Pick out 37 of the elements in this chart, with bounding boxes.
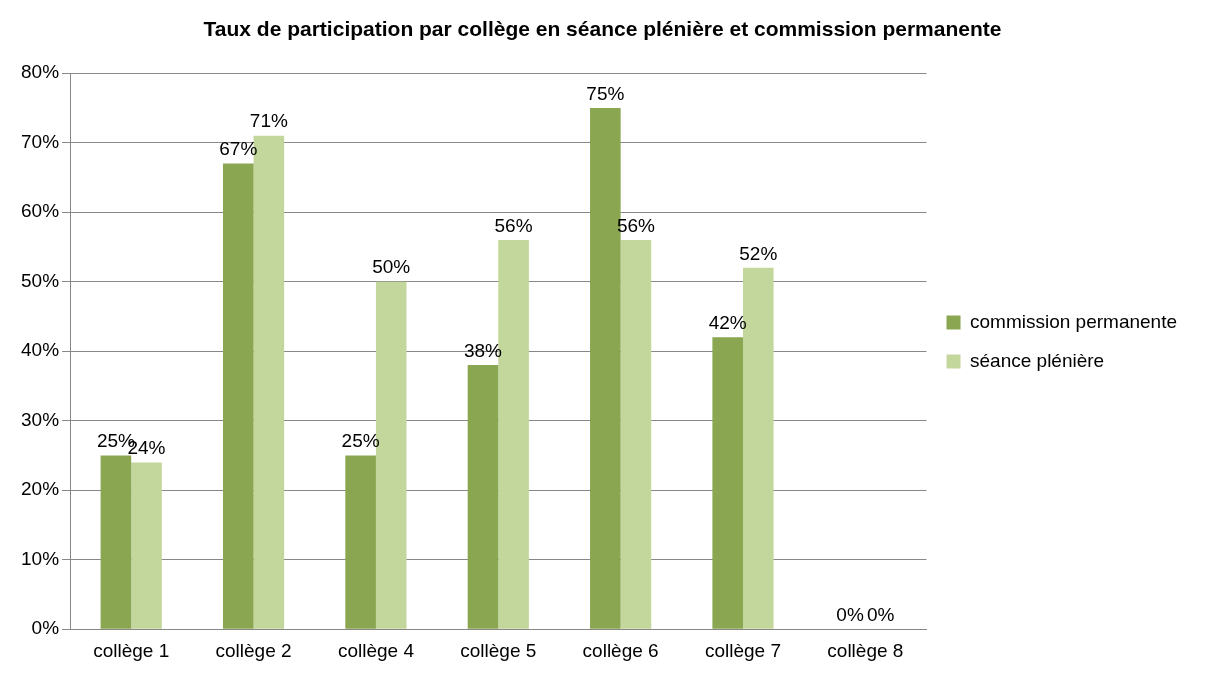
bar: [467, 365, 499, 629]
y-tick-label: 20%: [21, 478, 60, 500]
bar: [131, 462, 162, 629]
data-label: 0%: [866, 603, 895, 625]
data-label: 52%: [739, 242, 778, 264]
data-label: 75%: [586, 82, 625, 104]
data-label: 71%: [249, 110, 288, 132]
bar: [222, 163, 254, 629]
data-label: 56%: [494, 214, 533, 236]
chart-title: Taux de participation par collège en séance plénière et commission permanente: [203, 17, 1002, 41]
data-label: 25%: [341, 430, 380, 452]
x-tick-label: collège 8: [827, 639, 904, 661]
y-tick-label: 80%: [21, 61, 60, 83]
x-tick-label: collège 4: [337, 639, 415, 661]
data-label: 38%: [463, 339, 503, 361]
y-tick-label: 0%: [31, 617, 60, 639]
x-tick-label: collège 1: [93, 639, 170, 661]
y-tick-label: 50%: [21, 269, 60, 291]
x-tick-label: collège 7: [704, 639, 782, 661]
bar: [620, 240, 652, 629]
legend-label: commission permanente: [970, 310, 1178, 332]
x-tick-label: collège 6: [582, 639, 659, 661]
y-tick-label: 30%: [21, 408, 60, 430]
bar: [100, 455, 132, 629]
data-label: 42%: [708, 312, 747, 334]
legend-label: séance plénière: [970, 349, 1105, 371]
x-tick-label: collège 5: [460, 639, 537, 661]
x-tick-label: collège 2: [215, 639, 292, 661]
y-tick-label: 40%: [21, 339, 60, 361]
y-tick-label: 60%: [21, 200, 60, 222]
bar: [345, 455, 376, 629]
y-tick-label: 10%: [21, 547, 60, 569]
bar: [712, 337, 743, 629]
data-label: 50%: [372, 256, 411, 278]
data-label: 0%: [836, 603, 864, 625]
y-tick-label: 70%: [21, 130, 60, 152]
data-label: 67%: [219, 138, 258, 160]
